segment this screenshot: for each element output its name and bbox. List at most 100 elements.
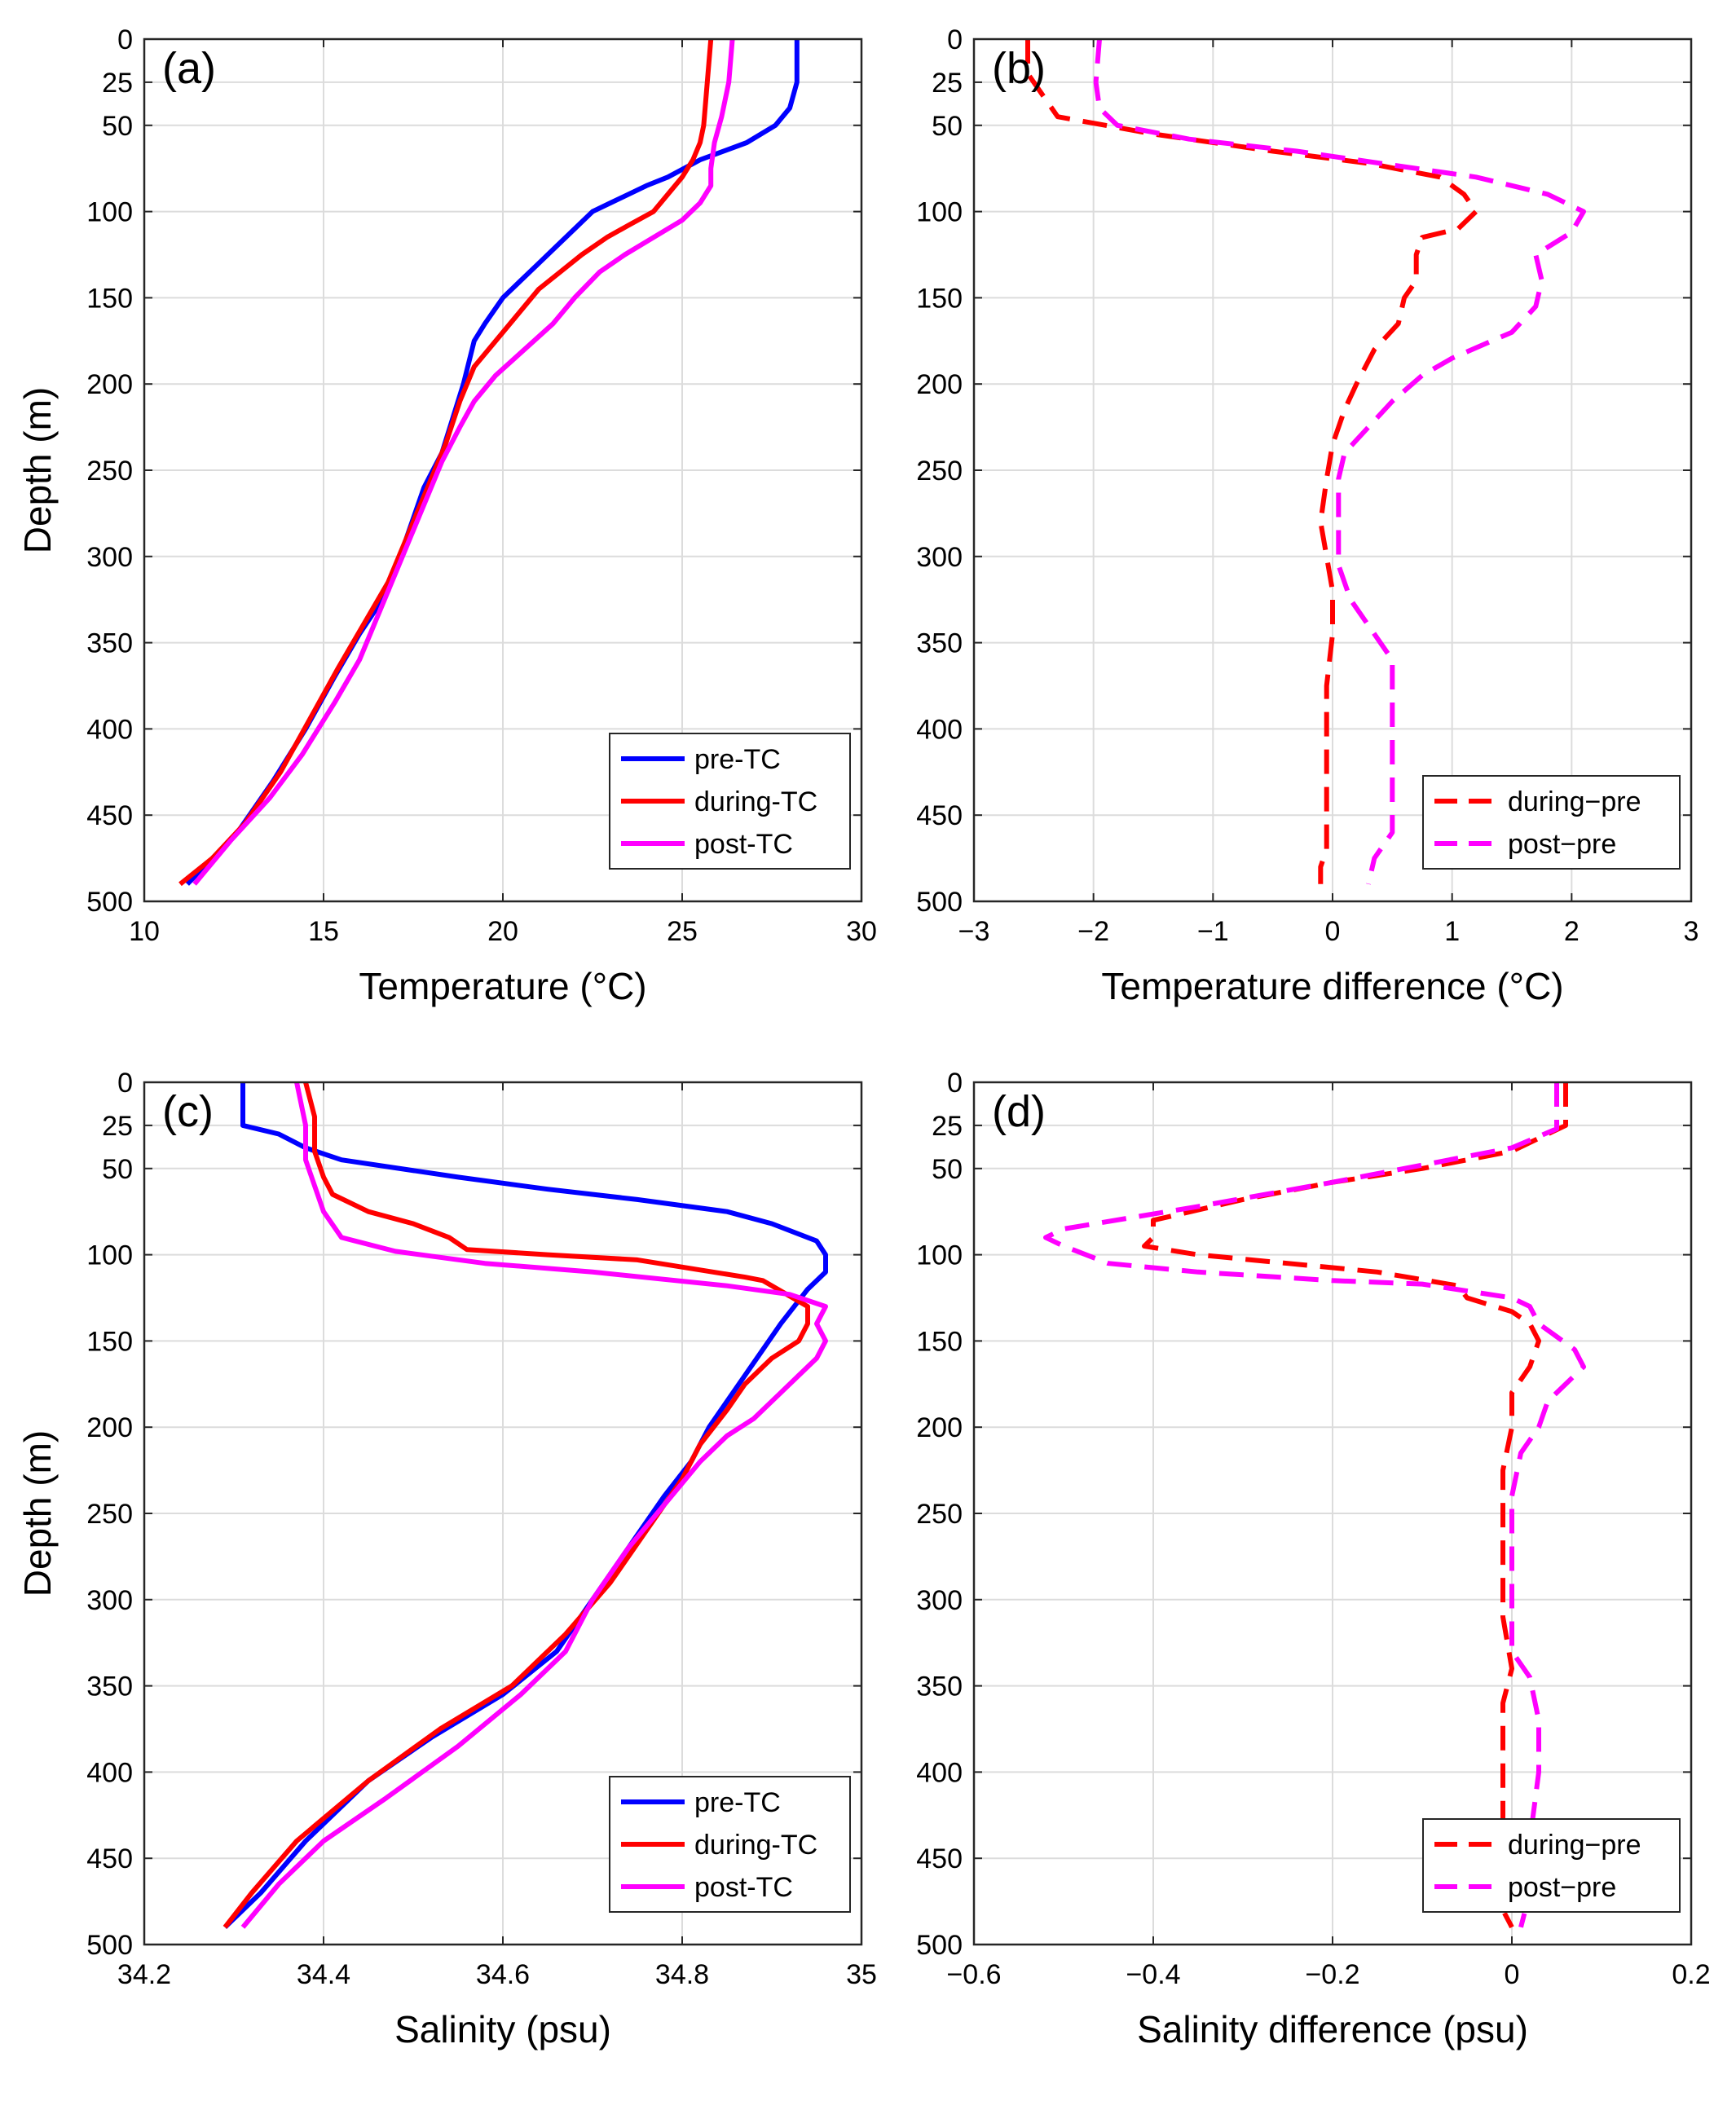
x-tick-label: 0 — [1325, 916, 1341, 947]
x-tick-label: 34.2 — [117, 1959, 171, 1990]
legend-label: during-TC — [694, 786, 817, 817]
series-line-during-tc — [178, 38, 714, 887]
y-tick-label: 50 — [932, 111, 963, 142]
x-tick-label: 1 — [1444, 916, 1460, 947]
y-tick-label: 350 — [916, 1672, 963, 1702]
x-tick-label: −3 — [958, 916, 990, 947]
y-axis-label: Depth (m) — [16, 387, 59, 553]
x-tick-label: 15 — [308, 916, 339, 947]
panel-d: −0.6 −0.4 −0.2 0 0.2 0 25 50 100 150 200 250 300 350 4… — [916, 1068, 1710, 2050]
legend-label: during−pre — [1508, 1830, 1641, 1861]
x-tick-label: 0.2 — [1672, 1959, 1710, 1990]
x-tick-label: 35 — [846, 1959, 877, 1990]
x-tick-label: −0.4 — [1126, 1959, 1180, 1990]
series-line-post-tc — [240, 1081, 828, 1929]
x-tick-label: 2 — [1564, 916, 1580, 947]
y-tick-label: 150 — [916, 1326, 963, 1357]
x-tick-label: 34.8 — [655, 1959, 709, 1990]
series-line-post-tc — [192, 38, 735, 886]
panel-c: 34.2 34.4 34.6 34.8 350255010015020025030035… — [16, 1068, 877, 2050]
x-tick-label: −0.6 — [946, 1959, 1001, 1990]
x-tick-label: 3 — [1684, 916, 1699, 947]
y-tick-label: 200 — [916, 369, 963, 400]
y-tick-label: 50 — [102, 111, 133, 142]
y-tick-label: 300 — [916, 542, 963, 573]
y-axis-label: Depth (m) — [16, 1430, 59, 1597]
y-tick-label: 200 — [86, 1412, 133, 1443]
y-tick-label: 400 — [916, 1757, 963, 1788]
y-tick-label: 150 — [86, 283, 133, 314]
y-tick-label: 250 — [86, 456, 133, 487]
y-tick-label: 250 — [916, 456, 963, 487]
x-axis-label: Salinity (psu) — [394, 2008, 611, 2050]
y-tick-label: 450 — [916, 800, 963, 831]
x-tick-label: −0.2 — [1305, 1959, 1359, 1990]
y-tick-label: 400 — [86, 1757, 133, 1788]
y-tick-label: 25 — [102, 1111, 133, 1142]
x-tick-label: 25 — [667, 916, 698, 947]
legend-label: during-TC — [694, 1830, 817, 1861]
y-tick-label: 150 — [916, 283, 963, 314]
y-tick-label: 100 — [916, 1240, 963, 1271]
y-tick-label: 300 — [86, 1585, 133, 1616]
series-line-pre-tc — [223, 1082, 828, 1929]
y-tick-label: 200 — [916, 1412, 963, 1443]
y-tick-label: 350 — [86, 1672, 133, 1702]
legend-label: post-TC — [694, 1872, 793, 1903]
y-tick-label: 100 — [86, 1240, 133, 1271]
legend-label: during−pre — [1508, 786, 1641, 817]
panel-label: (d) — [992, 1087, 1046, 1136]
legend-label: pre-TC — [694, 744, 781, 775]
y-tick-label: 0 — [117, 1068, 133, 1099]
y-tick-label: 500 — [86, 887, 133, 918]
x-tick-label: 34.4 — [297, 1959, 350, 1990]
legend-label: post-TC — [694, 829, 793, 860]
x-tick-label: 34.6 — [476, 1959, 530, 1990]
panel-label: (b) — [992, 44, 1046, 93]
y-tick-label: 100 — [86, 197, 133, 228]
y-tick-label: 500 — [916, 1930, 963, 1961]
y-tick-label: 25 — [102, 68, 133, 99]
x-tick-label: −2 — [1077, 916, 1109, 947]
y-tick-label: 500 — [86, 1930, 133, 1961]
legend-label: pre-TC — [694, 1787, 781, 1818]
series-line-during-pre — [1025, 39, 1478, 884]
y-tick-label: 300 — [86, 542, 133, 573]
series-line-post-pre — [1043, 1082, 1586, 1928]
legend-box — [1422, 775, 1681, 870]
y-tick-label: 450 — [86, 1843, 133, 1874]
x-axis-label: Salinity difference (psu) — [1137, 2008, 1528, 2050]
x-tick-label: 30 — [846, 916, 877, 947]
series-line-during-tc — [223, 1081, 810, 1929]
y-tick-label: 25 — [932, 1111, 963, 1142]
legend: during−pre post−pre — [1422, 775, 1681, 870]
y-tick-label: 250 — [86, 1499, 133, 1530]
y-tick-label: 25 — [932, 68, 963, 99]
panel-a: 10 15 20 25 30025501001502002503003504004505… — [16, 24, 877, 1007]
y-tick-label: 200 — [86, 369, 133, 400]
y-tick-label: 50 — [932, 1154, 963, 1185]
panel-label: (a) — [162, 44, 216, 93]
y-tick-label: 100 — [916, 197, 963, 228]
y-tick-label: 450 — [916, 1843, 963, 1874]
x-tick-label: 20 — [487, 916, 518, 947]
legend: pre-TC during-TC post-TC — [609, 1776, 851, 1913]
x-tick-label: −1 — [1197, 916, 1229, 947]
y-tick-label: 0 — [947, 1068, 963, 1099]
x-axis-label: Temperature difference (°C) — [1101, 965, 1563, 1007]
y-tick-label: 50 — [102, 1154, 133, 1185]
x-axis-label: Temperature (°C) — [359, 965, 646, 1007]
legend: pre-TC during-TC post-TC — [609, 733, 851, 870]
y-tick-label: 450 — [86, 800, 133, 831]
legend-label: post−pre — [1508, 1872, 1616, 1903]
y-tick-label: 250 — [916, 1499, 963, 1530]
legend-label: post−pre — [1508, 829, 1616, 860]
y-tick-label: 400 — [86, 714, 133, 745]
x-tick-label: 10 — [129, 916, 160, 947]
y-tick-label: 500 — [916, 887, 963, 918]
y-tick-label: 400 — [916, 714, 963, 745]
x-tick-label: 0 — [1505, 1959, 1520, 1990]
y-tick-label: 0 — [947, 24, 963, 55]
series-line-post-pre — [1093, 38, 1586, 885]
legend-box — [1422, 1818, 1681, 1913]
